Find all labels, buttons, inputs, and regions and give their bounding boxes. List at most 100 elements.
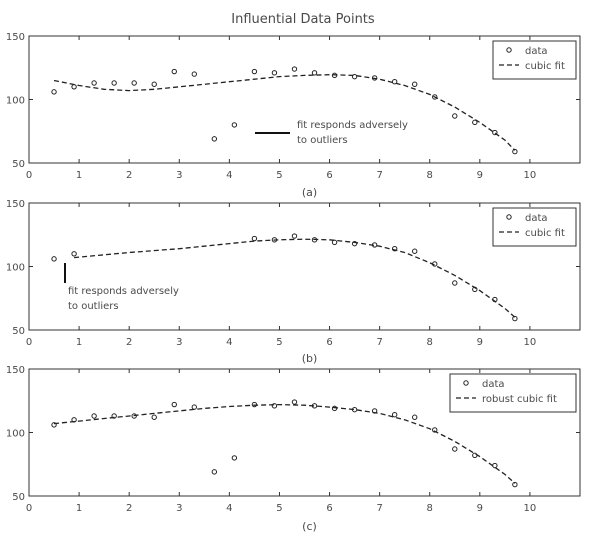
y-tick-label: 100	[6, 263, 25, 274]
x-tick-label: 5	[276, 337, 282, 348]
x-tick-label: 10	[524, 337, 537, 348]
x-tick-label: 10	[524, 170, 537, 181]
x-tick-label: 7	[376, 170, 382, 181]
y-tick-label: 150	[6, 32, 25, 43]
data-point	[131, 80, 137, 86]
data-point	[71, 84, 77, 90]
x-tick-label: 7	[376, 503, 382, 514]
data-point	[452, 280, 458, 286]
legend-label: cubic fit	[525, 228, 565, 239]
x-tick-label: 6	[326, 503, 332, 514]
data-point	[271, 70, 278, 76]
legend-marker	[506, 214, 512, 220]
panel-label: (a)	[302, 186, 317, 199]
data-point	[251, 68, 258, 75]
data-point	[151, 81, 157, 87]
panel-label: (b)	[302, 352, 318, 365]
legend-label: robust cubic fit	[482, 394, 557, 405]
data-point	[251, 235, 258, 242]
data-point	[412, 81, 418, 87]
fit-line-1	[74, 238, 516, 318]
x-tick-label: 3	[176, 503, 182, 514]
y-tick-label: 50	[12, 492, 25, 503]
x-tick-label: 2	[126, 503, 132, 514]
figure-title: Influential Data Points	[231, 12, 375, 27]
data-point	[131, 413, 137, 419]
data-point	[291, 66, 298, 72]
legend-marker	[463, 380, 469, 386]
x-tick-label: 2	[126, 337, 132, 348]
x-tick-label: 3	[176, 170, 182, 181]
legend-label: data	[482, 379, 505, 390]
data-point	[331, 239, 338, 246]
y-tick-label: 100	[6, 429, 25, 440]
annotation-text: fit responds adversely	[68, 286, 179, 297]
fit-line-1	[53, 74, 516, 151]
y-tick-label: 100	[6, 96, 25, 107]
data-point	[452, 446, 458, 452]
data-point	[91, 80, 97, 86]
annotation-text: fit responds adversely	[297, 120, 408, 131]
data-point	[51, 89, 57, 95]
fit-line-1	[53, 403, 516, 484]
legend-box	[492, 40, 577, 80]
annotation-text: to outliers	[297, 135, 348, 146]
data-point	[111, 413, 117, 419]
x-tick-label: 10	[524, 503, 537, 514]
data-point	[191, 404, 198, 410]
data-point	[472, 119, 478, 126]
data-point	[71, 251, 77, 257]
annotation-text: to outliers	[68, 301, 119, 312]
legend-marker	[506, 47, 512, 53]
y-tick-label: 150	[6, 199, 25, 210]
x-tick-label: 7	[376, 337, 382, 348]
x-tick-label: 0	[26, 337, 32, 348]
data-point	[231, 455, 238, 461]
data-point	[391, 79, 398, 85]
data-point	[111, 80, 117, 86]
legend-label: data	[525, 46, 548, 57]
data-point	[151, 414, 157, 420]
y-tick-label: 50	[12, 159, 25, 170]
data-point	[351, 240, 358, 247]
data-point	[351, 73, 358, 80]
plot-panel-2: 0 1 2 3 4 5 6 7 8 9 10 50 100 150 (b) fit responds adve…	[6, 199, 581, 365]
x-tick-label: 5	[276, 170, 282, 181]
data-point	[171, 68, 177, 75]
data-point	[51, 256, 57, 262]
x-tick-label: 1	[76, 170, 82, 181]
x-tick-label: 8	[427, 503, 433, 514]
plot-panel-3: 0 1 2 3 4 5 6 7 8 9 10 50 100 150 (c) data robust cubic …	[6, 365, 581, 533]
data-point	[231, 122, 238, 128]
data-point	[211, 136, 218, 142]
x-tick-label: 8	[427, 170, 433, 181]
data-point	[391, 246, 398, 252]
data-point	[391, 412, 398, 418]
plot-panel-1: 0 1 2 3 4 5 6 7 8 9 10 50 100 150 (a) fit responds adve…	[6, 32, 581, 199]
x-tick-label: 9	[477, 337, 483, 348]
data-point	[412, 248, 418, 254]
x-tick-label: 3	[176, 337, 182, 348]
x-tick-label: 0	[26, 503, 32, 514]
data-point	[492, 129, 498, 136]
x-tick-label: 4	[226, 170, 232, 181]
data-point	[91, 413, 97, 419]
legend-label: data	[525, 213, 548, 224]
data-point	[512, 481, 518, 488]
data-point	[291, 233, 298, 239]
x-tick-label: 5	[276, 503, 282, 514]
x-tick-label: 9	[477, 170, 483, 181]
data-point	[432, 427, 438, 433]
legend-box	[449, 373, 577, 413]
x-tick-label: 2	[126, 170, 132, 181]
data-point	[432, 94, 438, 100]
x-tick-label: 8	[427, 337, 433, 348]
x-tick-label: 4	[226, 503, 232, 514]
data-point	[412, 414, 418, 420]
legend: data cubic fit	[492, 207, 577, 247]
y-tick-label: 150	[6, 365, 25, 376]
data-point	[291, 399, 298, 405]
data-point	[171, 401, 177, 408]
data-point	[211, 469, 218, 475]
